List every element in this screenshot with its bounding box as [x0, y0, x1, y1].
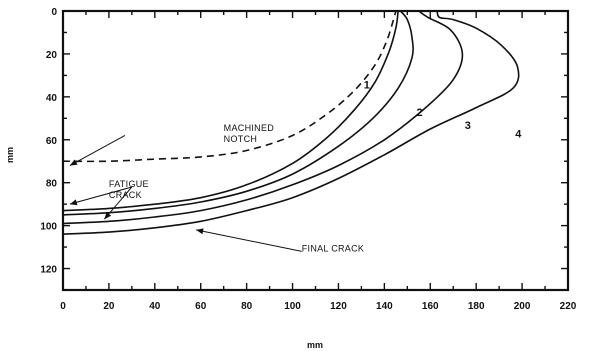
machined-notch-arrow-head	[69, 159, 78, 166]
fatigue-crack-arrow-head	[69, 199, 78, 206]
final-crack-arrow-head	[196, 228, 204, 235]
crack-front-2	[62, 10, 414, 216]
plot-frame	[61, 9, 570, 292]
y-tick-label: 60	[46, 136, 58, 147]
y-axis-label: mm	[5, 147, 15, 163]
y-tick-label: 20	[46, 50, 58, 61]
tick-labels: 0 20 40 60 80 100 120 140 160 180 200 220 0 20 40 60 80 1…	[40, 7, 576, 312]
final-crack-arrow-line	[196, 229, 302, 252]
y-tick-label: 120	[40, 265, 57, 276]
curve-label-1: 1	[364, 79, 370, 91]
x-tick-label: 60	[195, 301, 207, 312]
x-tick-label: 40	[149, 301, 161, 312]
fatigue-crack-arrow-line	[103, 186, 133, 220]
y-tick-label: 40	[46, 93, 58, 104]
x-tick-label: 80	[241, 301, 253, 312]
x-tick-label: 20	[103, 301, 115, 312]
fatigue-crack-label: FATIGUE	[109, 179, 149, 189]
machined-notch-arrow-line	[69, 135, 126, 166]
machined-notch-label: NOTCH	[224, 134, 258, 144]
curve-label-4: 4	[515, 129, 522, 141]
x-tick-label: 180	[468, 301, 485, 312]
x-tick-label: 200	[514, 301, 531, 312]
crack-front-1	[62, 10, 399, 212]
y-tick-label: 80	[46, 179, 58, 190]
x-tick-label: 160	[422, 301, 439, 312]
crack-front-curves	[62, 10, 520, 235]
fatigue-crack-arrow-head	[104, 211, 112, 220]
y-tick-label: 0	[51, 7, 57, 18]
fatigue-crack-arrow-line	[69, 186, 132, 205]
machined-notch-label: MACHINED	[224, 123, 275, 133]
x-tick-label: 0	[60, 301, 66, 312]
machined-notch-curve	[62, 10, 397, 163]
curve-label-2: 2	[417, 107, 423, 119]
crack-front-3	[62, 10, 464, 225]
x-axis-label: mm	[307, 340, 323, 350]
curve-number-labels: 1 2 3 4	[364, 79, 522, 140]
y-tick-label: 100	[40, 222, 57, 233]
curve-label-3: 3	[465, 120, 471, 132]
x-tick-label: 100	[284, 301, 301, 312]
final-crack-label: FINAL CRACK	[302, 243, 364, 253]
x-tick-label: 120	[330, 301, 347, 312]
x-tick-label: 140	[376, 301, 393, 312]
x-tick-label: 220	[560, 301, 577, 312]
crack-front-4	[62, 10, 520, 235]
